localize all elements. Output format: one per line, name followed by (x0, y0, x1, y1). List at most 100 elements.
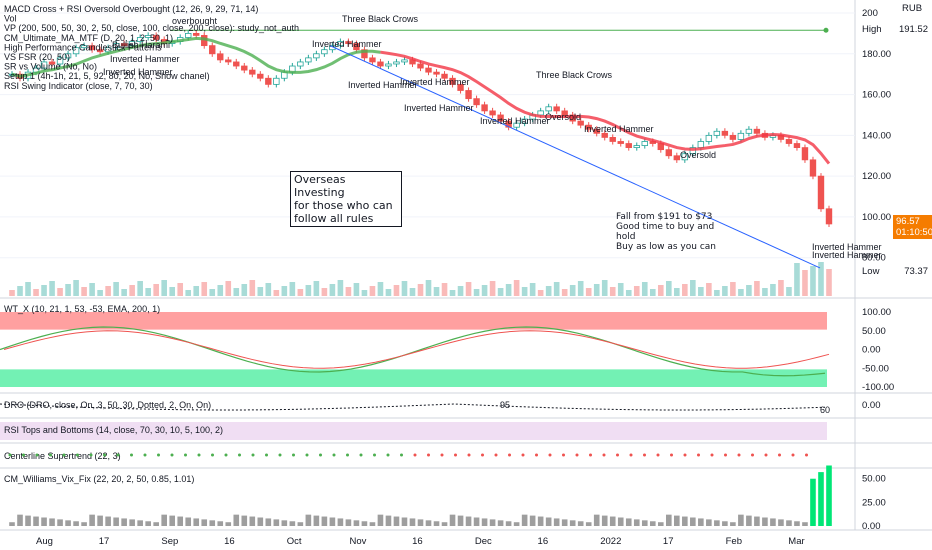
note-overseas-investing[interactable]: Overseas Investing for those who can fol… (290, 171, 402, 227)
vixfix-bar (385, 515, 392, 526)
volume-bar (409, 288, 416, 296)
volume-bar (433, 287, 440, 296)
pattern-annotation: Inverted Hammer (812, 250, 882, 260)
volume-bar (369, 286, 376, 296)
vixfix-bar (345, 519, 352, 526)
volume-bar (674, 288, 680, 296)
candle (185, 32, 192, 38)
volume-bar (706, 283, 712, 296)
candle (112, 43, 120, 49)
volume-bar (313, 281, 320, 296)
vixfix-bar (802, 522, 808, 526)
volume-bar (169, 287, 176, 296)
vixfix-bar (746, 515, 752, 526)
volume-bar (297, 289, 304, 296)
indicator-legend-item: VS FSR (20, 50) (4, 52, 70, 62)
dro-line (0, 403, 826, 411)
candle (233, 61, 240, 67)
vixfix-bar (818, 472, 824, 526)
volume-bar (257, 287, 264, 296)
volume-bar (185, 290, 192, 296)
volume-bar (385, 289, 392, 296)
time-axis-tick: 16 (224, 536, 235, 547)
volume-bar (457, 286, 464, 296)
candle (144, 35, 152, 38)
vixfix-bar (449, 514, 456, 526)
wt-overbought-zone (0, 312, 827, 330)
supertrend-dot (143, 453, 147, 457)
supertrend-dot (103, 453, 106, 457)
volume-bar (249, 280, 256, 296)
vixfix-bar (377, 514, 384, 526)
candle (152, 35, 160, 40)
price-axis-tick: 80.00 (862, 253, 886, 264)
vixfix-bar (201, 519, 208, 526)
pattern-annotation: Inverted Hammer (404, 103, 474, 113)
vixfix-bar (41, 517, 47, 526)
vixfix-bar (649, 521, 656, 526)
time-axis-tick: Nov (349, 536, 366, 547)
vixfix-bar (105, 516, 111, 526)
indicator-legend-item: SR vs Volume (No, No) (4, 62, 97, 72)
vixfix-bar (89, 514, 95, 526)
candle (249, 69, 256, 75)
volume-bar (57, 288, 63, 296)
high-price-tag: High 191.52 (858, 24, 932, 37)
candle (361, 49, 368, 59)
vixfix-bar (826, 465, 832, 526)
vixfix-bar (778, 519, 784, 526)
supertrend-dot (211, 453, 214, 457)
candle (609, 137, 616, 142)
volume-bar (225, 281, 232, 296)
volume-bar (73, 280, 79, 296)
vixfix-bar (361, 521, 368, 526)
vixfix-axis-tick: 50.00 (862, 474, 886, 485)
volume-bar (585, 288, 592, 296)
candle (537, 110, 544, 116)
vixfix-bar (113, 517, 119, 526)
candle (257, 73, 264, 79)
volume-bar (601, 280, 608, 296)
candle (217, 53, 224, 61)
candle (633, 145, 640, 148)
bar-countdown: 01:10:50 (896, 227, 932, 238)
vixfix-bar (657, 522, 664, 526)
vixfix-bar (313, 515, 320, 526)
candle (96, 49, 104, 53)
supertrend-dot (454, 453, 457, 457)
vixfix-bar (297, 522, 304, 526)
volume-bar (513, 280, 520, 296)
vixfix-bar (393, 516, 400, 526)
volume-bar (265, 283, 272, 296)
vixfix-bar (722, 521, 728, 526)
time-axis-tick: 17 (663, 536, 674, 547)
indicator-legend-item: MACD Cross + RSI Oversold Overbought (12… (4, 4, 258, 14)
pattern-annotation: Bullish Harami (112, 40, 170, 50)
supertrend-dot (575, 453, 579, 457)
vixfix-bar (577, 521, 584, 526)
vixfix-bar (145, 521, 151, 526)
volume-bar (505, 284, 512, 296)
vixfix-bar (601, 515, 608, 526)
candle (80, 45, 88, 49)
vixfix-bar (305, 514, 312, 526)
volume-bar (49, 281, 55, 296)
supertrend-dot (589, 453, 592, 457)
volume-bar (233, 288, 240, 296)
vixfix-bar (674, 515, 680, 526)
volume-bar (241, 284, 248, 296)
candle (321, 49, 328, 55)
pattern-annotation: Oversold (680, 150, 716, 160)
volume-bar (281, 286, 288, 296)
volume-bar (393, 285, 400, 296)
vixfix-bar (593, 514, 600, 526)
wt-line (0, 326, 826, 377)
volume-bar (401, 281, 408, 296)
vixfix-bar (321, 516, 328, 526)
time-axis-tick: 2022 (600, 536, 621, 547)
price-axis-tick: 100.00 (862, 212, 891, 223)
note-fall-buy[interactable]: Fall from $191 to $73 Good time to buy a… (616, 212, 716, 252)
volume-bar (641, 282, 648, 296)
pattern-annotation: overbought (172, 16, 218, 26)
